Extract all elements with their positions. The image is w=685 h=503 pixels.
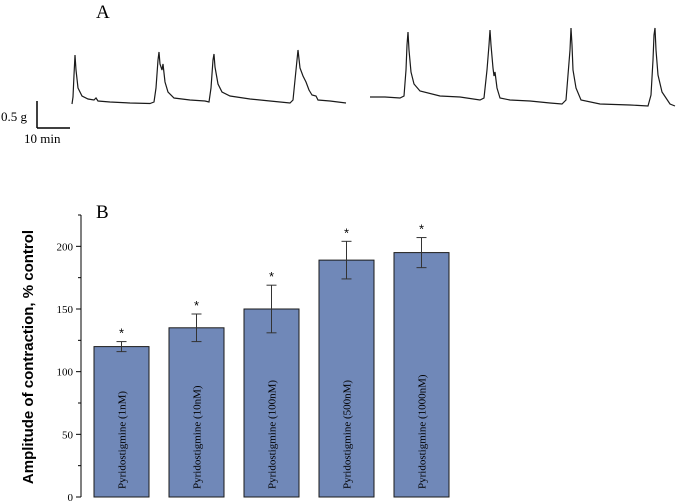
bar <box>168 327 225 498</box>
y-tick-label: 0 <box>68 492 74 503</box>
bar-category-label: Pyridostigmine (100nM) <box>267 380 279 489</box>
significance-marker: * <box>419 222 424 237</box>
scale-bar-y-label: 0.5 g <box>1 109 28 124</box>
trace-right <box>370 27 676 107</box>
panel-b: B Amplitude of contraction, % control 0 5… <box>20 202 450 503</box>
y-tick-label: 150 <box>57 304 74 316</box>
panel-b-label: B <box>96 202 109 223</box>
bar <box>243 308 300 498</box>
bar <box>393 252 450 498</box>
panel-a-label: A <box>96 2 110 23</box>
significance-marker: * <box>269 269 274 284</box>
bar-category-label: Pyridostigmine (500nM) <box>342 380 354 489</box>
y-axis-label: Amplitude of contraction, % control <box>20 230 37 484</box>
bars: * Pyridostigmine (1nM) * Pyridostigmine (10… <box>93 222 450 498</box>
bar <box>93 346 150 498</box>
y-tick-label: 200 <box>57 241 74 253</box>
scale-bar-x-label: 10 min <box>24 131 61 146</box>
significance-marker: * <box>344 225 349 240</box>
panel-a: A 0.5 g 10 min <box>1 2 676 146</box>
significance-marker: * <box>119 326 124 341</box>
bar-category-label: Pyridostigmine (1000nM) <box>417 374 429 489</box>
y-axis: 0 50 100 150 200 <box>57 214 82 503</box>
y-tick-label: 50 <box>62 429 74 441</box>
significance-marker: * <box>194 298 199 313</box>
bar-category-label: Pyridostigmine (1nM) <box>117 391 129 489</box>
y-tick-label: 100 <box>57 367 74 379</box>
bar-category-label: Pyridostigmine (10nM) <box>192 385 204 489</box>
trace-left <box>71 49 347 105</box>
